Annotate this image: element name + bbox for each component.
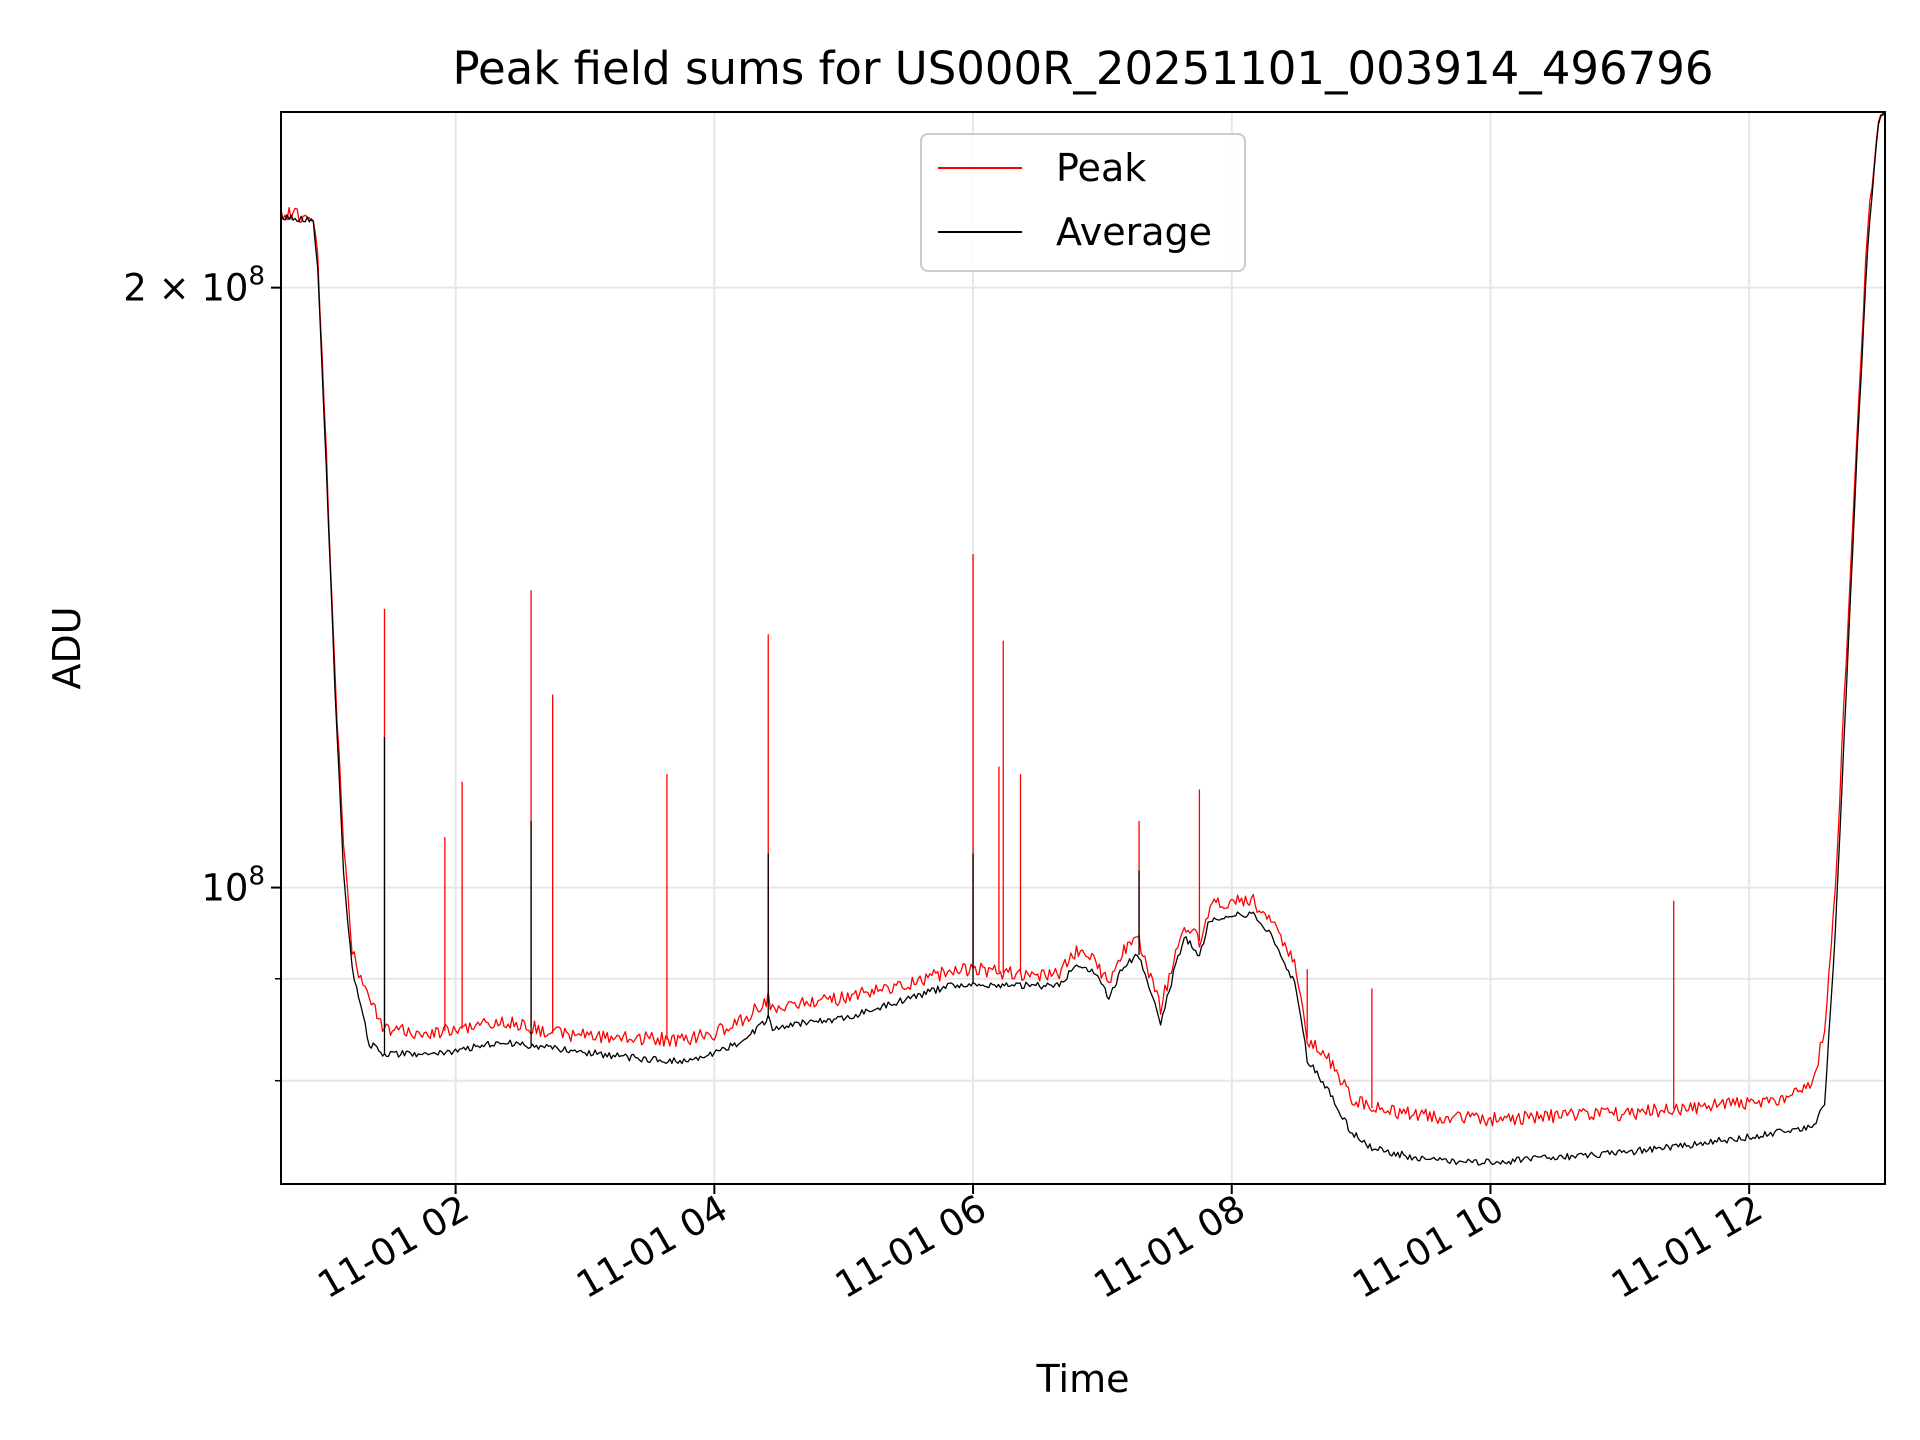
plot-frame (280, 111, 1886, 1185)
x-axis-label: Time (1036, 1357, 1130, 1401)
chart-title: Peak field sums for US000R_20251101_0039… (452, 42, 1713, 95)
legend-peak-label: Peak (1056, 146, 1146, 190)
legend-average-label: Average (1056, 210, 1212, 254)
series-line-average (281, 112, 1885, 1166)
series-line-peak (281, 112, 1885, 1127)
plot-area (281, 112, 1885, 1166)
legend: Peak Average (920, 133, 1246, 272)
y-tick-label: 2 × 108 (123, 262, 265, 310)
y-axis-label: ADU (45, 606, 89, 689)
